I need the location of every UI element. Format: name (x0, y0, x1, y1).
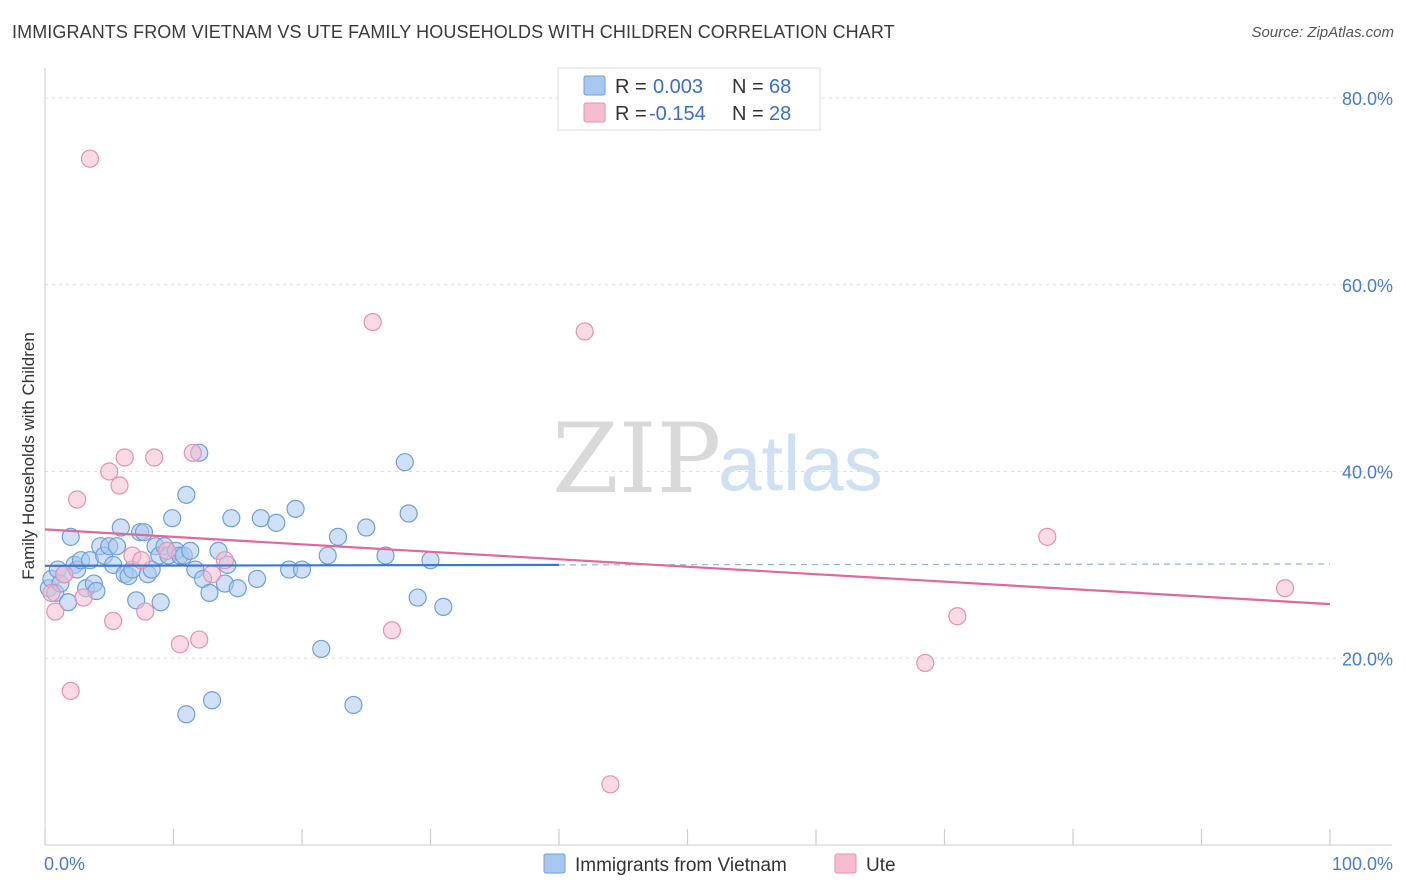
ute-point-24 (601, 775, 620, 794)
vietnam-trend-line (44, 563, 560, 567)
watermark-atlas: atlas (718, 419, 883, 507)
ute-point-9 (110, 476, 129, 495)
ute-point-22 (382, 621, 402, 640)
y-tick-label-40: 40.0% (1342, 463, 1393, 483)
x-tick-label-min: 0.0% (44, 854, 85, 874)
legend-n-label-2: N = (732, 103, 764, 125)
vietnam-point-39 (181, 541, 200, 560)
gridlines (45, 97, 1392, 659)
x-tick-labels: 0.0% 100.0% (44, 854, 1393, 874)
ute-point-1 (46, 602, 65, 621)
vietnam-point-62 (399, 504, 418, 523)
ute-point-3 (61, 681, 80, 701)
bottom-legend-swatch-pink (834, 853, 857, 874)
ute-point-27 (1038, 527, 1057, 546)
ute-trend-line (44, 528, 1331, 606)
ute-point-23 (575, 322, 594, 341)
vietnam-point-38 (177, 485, 196, 504)
series-legend: Immigrants from Vietnam Ute (543, 853, 896, 876)
series-vietnam-points (39, 443, 453, 724)
legend-swatch-pink (583, 102, 606, 123)
bottom-legend-swatch-blue (543, 853, 566, 874)
ute-point-13 (136, 602, 155, 621)
vietnam-point-31 (151, 593, 170, 612)
ute-point-16 (170, 635, 190, 654)
vietnam-point-67 (202, 691, 222, 710)
y-tick-label-20: 20.0% (1342, 649, 1393, 669)
vietnam-point-63 (408, 588, 427, 607)
vietnam-point-66 (177, 705, 196, 724)
vietnam-point-54 (292, 560, 312, 579)
vietnam-point-56 (318, 546, 337, 565)
vietnam-trend-extension (558, 563, 1331, 566)
bottom-legend-label-vietnam: Immigrants from Vietnam (575, 855, 787, 876)
ute-point-28 (1275, 579, 1295, 598)
ute-point-0 (42, 583, 61, 602)
legend-swatch-blue (583, 75, 606, 96)
vietnam-point-65 (434, 597, 453, 616)
vietnam-point-57 (328, 527, 348, 546)
vietnam-point-61 (395, 453, 414, 472)
vietnam-point-34 (163, 509, 182, 528)
axes (44, 68, 1392, 846)
vietnam-point-49 (247, 569, 267, 588)
ute-point-25 (916, 653, 935, 673)
vietnam-point-58 (344, 695, 363, 715)
legend-r-label-2: R = (615, 103, 647, 125)
ute-point-6 (80, 149, 100, 168)
series-ute-points (42, 149, 1295, 794)
chart-title: IMMIGRANTS FROM VIETNAM VS UTE FAMILY HO… (12, 22, 895, 42)
legend-r-value-1: 0.003 (653, 76, 703, 98)
vietnam-point-20 (111, 518, 130, 537)
ute-point-2 (55, 565, 74, 584)
ute-point-14 (145, 448, 164, 467)
vietnam-point-47 (222, 509, 241, 528)
ute-point-12 (132, 551, 151, 570)
vietnam-point-19 (107, 537, 127, 556)
ute-point-18 (190, 630, 209, 649)
x-tick-label-max: 100.0% (1332, 854, 1393, 874)
ute-point-26 (948, 607, 967, 626)
legend-r-value-2: -0.154 (649, 103, 706, 125)
trend-lines (44, 528, 1331, 606)
ute-point-15 (157, 541, 177, 560)
legend-n-label-1: N = (732, 76, 764, 98)
ute-point-21 (363, 313, 382, 332)
ute-point-4 (68, 490, 87, 509)
y-tick-label-60: 60.0% (1342, 276, 1393, 296)
bottom-legend-label-ute: Ute (866, 855, 896, 876)
y-axis-label: Family Households with Children (19, 332, 38, 580)
legend-n-value-1: 68 (769, 76, 791, 98)
vietnam-point-26 (134, 523, 154, 542)
ute-point-5 (74, 588, 93, 607)
ute-point-17 (183, 443, 202, 462)
vietnam-point-51 (267, 513, 286, 532)
vietnam-point-50 (251, 509, 270, 528)
vietnam-point-55 (312, 639, 331, 659)
y-tick-labels: 20.0% 40.0% 60.0% 80.0% (1342, 89, 1393, 669)
legend-r-label-1: R = (615, 76, 647, 98)
source-label: Source: ZipAtlas.com (1251, 24, 1394, 41)
vietnam-point-53 (286, 499, 305, 518)
ute-point-8 (104, 611, 123, 631)
vietnam-point-60 (376, 546, 395, 565)
ute-point-19 (202, 565, 222, 584)
correlation-legend: R = 0.003 N = 68 R = -0.154 N = 28 (557, 67, 821, 131)
vietnam-point-43 (200, 583, 219, 602)
y-tick-label-80: 80.0% (1342, 89, 1393, 109)
ute-point-7 (100, 462, 119, 481)
legend-n-value-2: 28 (769, 103, 791, 125)
vietnam-point-7 (61, 527, 80, 546)
vietnam-point-48 (228, 579, 247, 598)
watermark-zip: ZIP (552, 403, 721, 515)
vietnam-point-59 (357, 518, 376, 537)
ute-point-10 (115, 448, 134, 467)
